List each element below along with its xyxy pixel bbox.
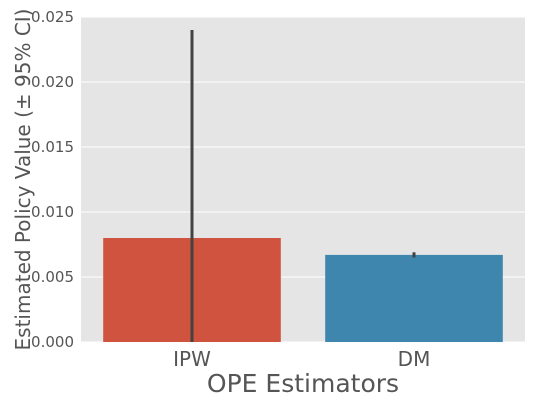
y-tick-label: 0.015 [31,138,74,156]
y-tick-label: 0.000 [31,333,74,351]
y-tick-label: 0.010 [31,203,74,221]
x-tick-label: IPW [173,347,211,371]
y-tick-label: 0.005 [31,268,74,286]
bar-dm [325,254,503,342]
x-axis-label: OPE Estimators [207,369,399,398]
y-tick-label: 0.020 [31,73,74,91]
x-tick-label: DM [398,347,431,371]
y-axis-label: Estimated Policy Value (± 95% CI) [11,9,35,351]
y-tick-label: 0.025 [31,8,74,26]
y-tick-labels: 0.000 0.005 0.010 0.015 0.020 0.025 [31,8,74,351]
error-bars [190,30,416,342]
x-tick-labels: IPW DM [173,347,430,371]
